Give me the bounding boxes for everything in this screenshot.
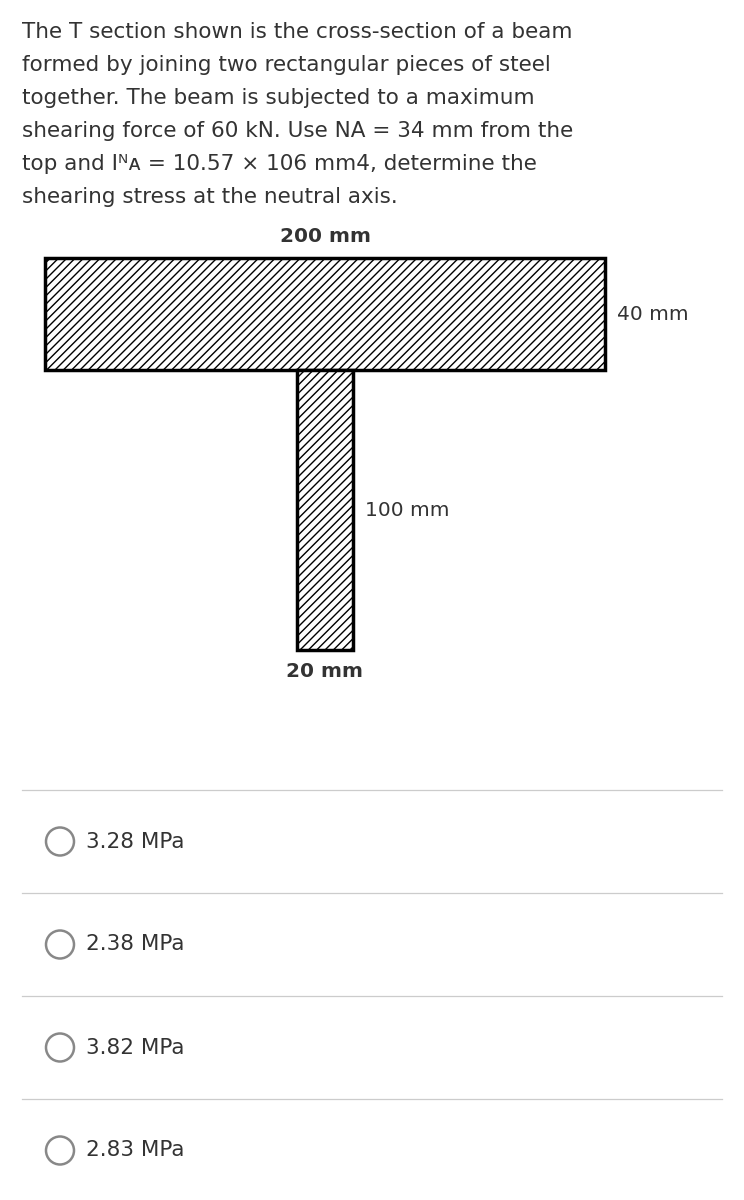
Text: formed by joining two rectangular pieces of steel: formed by joining two rectangular pieces… [22,55,551,74]
Text: 20 mm: 20 mm [286,662,364,680]
Text: The T section shown is the cross-section of a beam: The T section shown is the cross-section… [22,22,572,42]
Text: 3.28 MPa: 3.28 MPa [86,832,185,852]
Bar [45,258,605,370]
Text: shearing stress at the neutral axis.: shearing stress at the neutral axis. [22,187,398,206]
Bar [297,370,353,650]
Text: 100 mm: 100 mm [365,500,449,520]
Text: 200 mm: 200 mm [280,227,371,246]
Text: 40 mm: 40 mm [617,305,689,324]
Text: together. The beam is subjected to a maximum: together. The beam is subjected to a max… [22,88,535,108]
Text: shearing force of 60 kN. Use NA = 34 mm from the: shearing force of 60 kN. Use NA = 34 mm … [22,121,573,140]
Text: 3.82 MPa: 3.82 MPa [86,1038,185,1057]
Text: 2.83 MPa: 2.83 MPa [86,1140,185,1160]
Text: 2.38 MPa: 2.38 MPa [86,935,185,954]
Text: top and Iᴺᴀ = 10.57 × 106 mm4, determine the: top and Iᴺᴀ = 10.57 × 106 mm4, determine… [22,154,537,174]
